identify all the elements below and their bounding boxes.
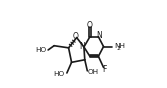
Text: F: F bbox=[102, 65, 106, 74]
Text: HO: HO bbox=[35, 47, 46, 53]
Text: N: N bbox=[79, 42, 85, 51]
Text: O: O bbox=[73, 32, 79, 41]
Text: 2: 2 bbox=[117, 46, 121, 51]
Text: O: O bbox=[87, 21, 92, 30]
Text: N: N bbox=[96, 31, 102, 40]
Text: HO: HO bbox=[54, 71, 65, 77]
Text: NH: NH bbox=[114, 43, 125, 49]
Text: OH: OH bbox=[88, 69, 99, 75]
